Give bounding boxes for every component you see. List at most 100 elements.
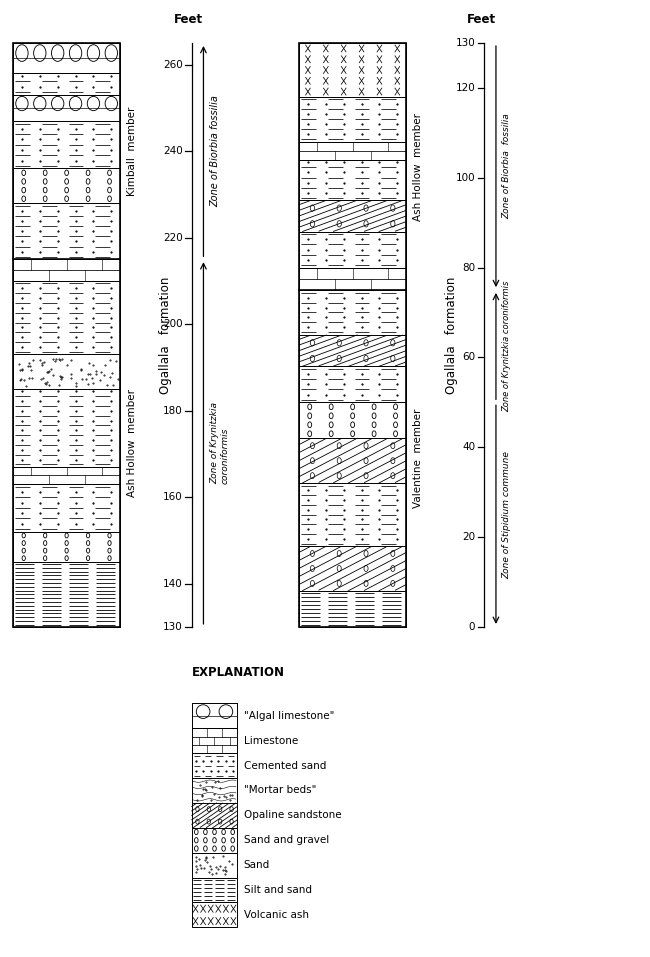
Circle shape (108, 556, 111, 561)
Text: 40: 40 (462, 442, 475, 453)
Circle shape (372, 404, 376, 410)
Ellipse shape (87, 45, 99, 61)
Circle shape (22, 179, 25, 184)
Circle shape (213, 846, 216, 851)
Circle shape (108, 533, 111, 538)
Circle shape (329, 431, 333, 436)
Circle shape (391, 566, 395, 571)
Circle shape (44, 556, 47, 561)
Circle shape (337, 355, 341, 362)
Circle shape (196, 807, 199, 812)
Bar (299, 97, 406, 142)
Circle shape (203, 837, 207, 843)
Text: Kimball  member: Kimball member (127, 106, 137, 196)
Circle shape (364, 457, 368, 464)
Text: 200: 200 (163, 319, 183, 329)
Circle shape (310, 550, 315, 556)
Circle shape (364, 355, 368, 362)
Text: Valentine  member: Valentine member (413, 409, 423, 508)
Circle shape (213, 830, 216, 835)
Circle shape (22, 196, 25, 202)
Bar (13, 389, 120, 467)
Bar (13, 281, 120, 354)
Circle shape (391, 550, 395, 556)
Circle shape (65, 188, 68, 193)
Circle shape (194, 846, 198, 851)
Circle shape (337, 221, 341, 227)
Circle shape (310, 443, 315, 449)
Circle shape (65, 533, 68, 538)
Circle shape (230, 819, 233, 824)
Text: 140: 140 (163, 579, 183, 589)
Circle shape (218, 807, 222, 812)
Bar (13, 532, 120, 562)
Circle shape (329, 404, 333, 410)
Circle shape (391, 221, 395, 227)
Circle shape (44, 541, 47, 545)
Text: Ogallala   formation: Ogallala formation (445, 277, 458, 393)
Bar (192, 878, 237, 902)
Bar (299, 160, 406, 200)
Circle shape (222, 837, 226, 843)
Bar (299, 483, 406, 546)
Bar (299, 335, 406, 367)
Text: Feet: Feet (174, 12, 203, 26)
Bar (299, 402, 406, 438)
Circle shape (391, 205, 395, 211)
Ellipse shape (16, 97, 28, 111)
Circle shape (372, 422, 376, 428)
Text: Zone of Biorbia fossilia: Zone of Biorbia fossilia (210, 96, 220, 207)
Circle shape (213, 837, 216, 843)
Circle shape (86, 170, 90, 175)
Bar (299, 290, 406, 335)
Circle shape (364, 221, 368, 227)
Bar (192, 728, 237, 753)
Bar (192, 828, 237, 853)
Circle shape (86, 533, 90, 538)
Circle shape (307, 404, 312, 410)
Circle shape (350, 404, 355, 410)
Circle shape (22, 533, 25, 538)
Circle shape (108, 188, 111, 193)
Circle shape (22, 188, 25, 193)
Circle shape (337, 340, 341, 345)
Circle shape (364, 581, 368, 587)
Ellipse shape (219, 704, 233, 719)
Text: 60: 60 (462, 352, 475, 363)
Circle shape (86, 196, 90, 202)
Circle shape (391, 443, 395, 449)
Ellipse shape (196, 704, 210, 719)
Circle shape (44, 533, 47, 538)
Circle shape (207, 819, 211, 824)
Circle shape (310, 566, 315, 571)
Text: "Mortar beds": "Mortar beds" (244, 786, 316, 795)
Circle shape (218, 819, 222, 824)
Circle shape (86, 179, 90, 184)
Circle shape (203, 846, 207, 851)
Circle shape (337, 457, 341, 464)
Text: 130: 130 (163, 622, 183, 632)
Bar (299, 590, 406, 627)
Circle shape (364, 473, 368, 478)
Circle shape (196, 819, 199, 824)
Circle shape (65, 556, 68, 561)
Circle shape (310, 457, 315, 464)
Text: 120: 120 (456, 83, 475, 93)
Circle shape (108, 196, 111, 202)
Bar (299, 232, 406, 268)
Text: 20: 20 (462, 532, 475, 542)
Circle shape (391, 473, 395, 478)
Text: Zone of Krynitzkia coroniformis: Zone of Krynitzkia coroniformis (502, 280, 512, 412)
Circle shape (44, 179, 47, 184)
Ellipse shape (34, 97, 46, 111)
Circle shape (44, 188, 47, 193)
Bar (13, 121, 120, 168)
Bar (192, 853, 237, 878)
Bar (13, 43, 120, 74)
Text: Ash Hollow  member: Ash Hollow member (413, 113, 423, 220)
Bar (13, 168, 120, 203)
Text: 240: 240 (163, 146, 183, 156)
Circle shape (350, 431, 355, 436)
Circle shape (391, 340, 395, 345)
Bar (13, 203, 120, 259)
